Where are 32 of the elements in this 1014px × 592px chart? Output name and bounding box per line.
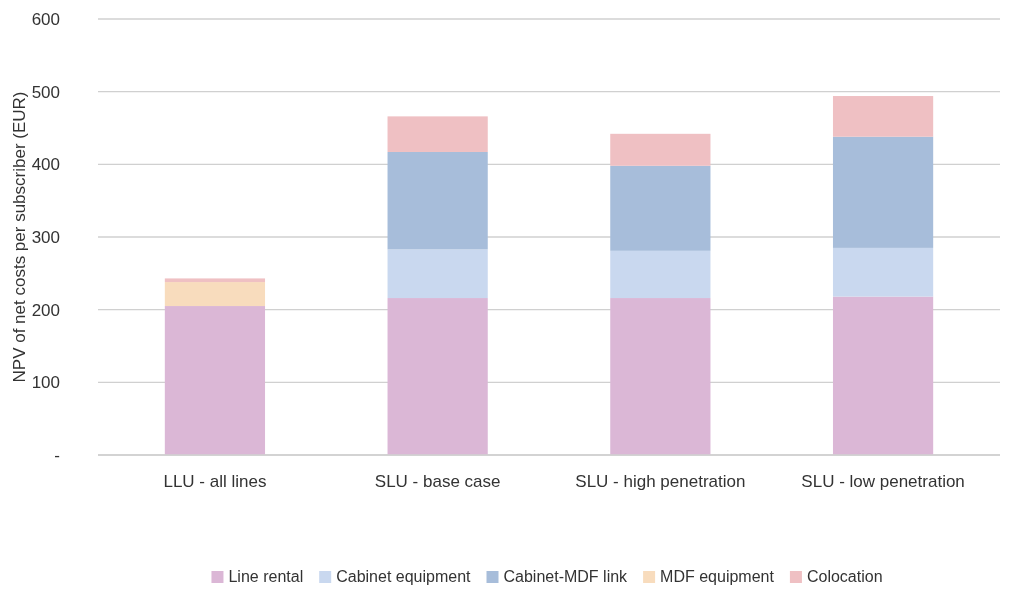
bar (164, 278, 266, 283)
legend-label: Cabinet equipment (336, 568, 472, 585)
bar (832, 247, 934, 297)
y-tick-label: 100 (31, 373, 60, 393)
bar (832, 136, 934, 248)
legend-label: Line rental (228, 568, 304, 585)
x-tick-label: SLU - high penetration (575, 472, 746, 492)
bar (610, 250, 711, 299)
x-tick-label: SLU - base case (374, 472, 501, 492)
x-tick-label: LLU - all lines (163, 472, 267, 492)
bar (164, 306, 266, 455)
y-tick-label: 300 (31, 227, 60, 247)
bar (164, 282, 266, 307)
legend-label: Colocation (806, 568, 883, 585)
y-tick-label: 500 (31, 82, 60, 102)
bar (832, 296, 934, 455)
bar (610, 298, 711, 455)
bar (610, 165, 711, 251)
y-tick-label: 200 (31, 300, 60, 320)
bar (387, 249, 488, 299)
bar (387, 151, 488, 250)
legend-label: Cabinet-MDF link (503, 568, 629, 585)
bar (610, 133, 711, 166)
bar (387, 116, 488, 152)
legend-label: MDF equipment (660, 568, 775, 585)
y-tick-label: - (54, 445, 60, 465)
y-axis-title: NPV of net costs per subscriber (EUR) (10, 91, 29, 383)
y-tick-label: 600 (31, 9, 60, 29)
bar (387, 298, 488, 455)
x-tick-label: SLU - low penetration (801, 472, 965, 492)
bar (832, 96, 934, 137)
y-tick-label: 400 (31, 155, 60, 175)
